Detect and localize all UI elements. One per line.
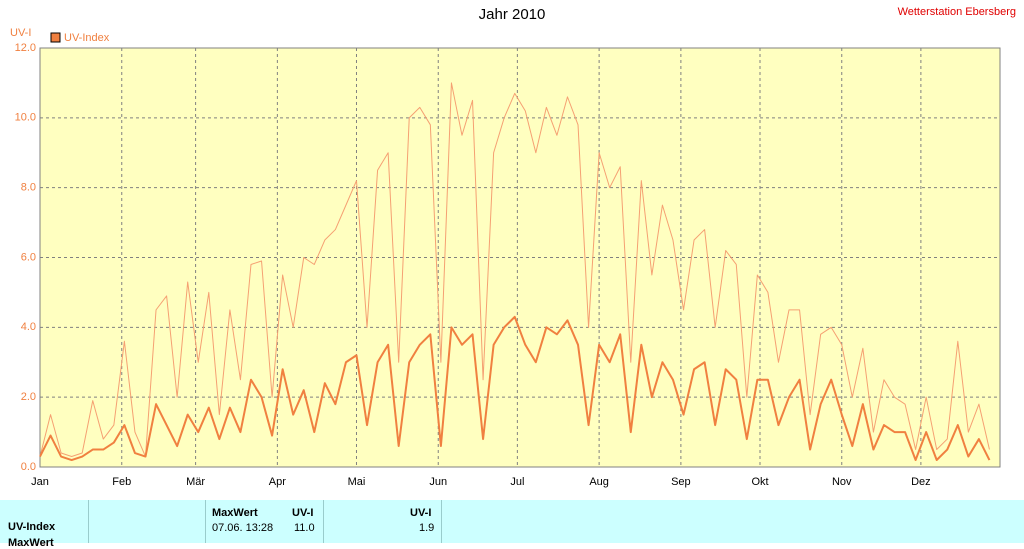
y-tick-label: 2.0	[21, 391, 36, 403]
x-tick-label: Apr	[269, 476, 286, 488]
cell: 11.0	[294, 522, 315, 534]
series-line	[39, 82, 990, 458]
y-tick-label: 6.0	[21, 251, 36, 263]
x-tick-label: Jun	[429, 476, 447, 488]
row-label: MaxWert	[8, 537, 54, 549]
y-tick-label: 8.0	[21, 182, 36, 194]
station: Wetterstation Ebersberg	[898, 6, 1016, 18]
legend-swatch	[50, 32, 61, 43]
x-tick-label: Sep	[671, 476, 691, 488]
x-tick-label: Jul	[510, 476, 524, 488]
y-tick-label: 0.0	[21, 461, 36, 473]
chart-title: Jahr 2010	[479, 6, 546, 23]
x-tick-label: Jan	[31, 476, 49, 488]
x-tick-label: Feb	[112, 476, 131, 488]
header: UV-I	[410, 507, 432, 519]
y-tick-label: 4.0	[21, 321, 36, 333]
series-line	[39, 315, 991, 462]
header: UV-I	[292, 507, 314, 519]
header: MaxWert	[212, 507, 258, 519]
x-tick-label: Okt	[751, 476, 768, 488]
footer-table: UV-Index MaxWert MaxWert UV-I 07.06. 13:…	[0, 500, 1024, 549]
legend-label: UV-Index	[64, 32, 110, 44]
separator	[88, 500, 89, 543]
separator	[323, 500, 324, 543]
y-tick-label: 12.0	[15, 42, 36, 54]
separator	[205, 500, 206, 543]
y-tick-label: 10.0	[15, 112, 36, 124]
chart: Jahr 2010 Wetterstation Ebersberg UV-I U…	[10, 6, 1016, 488]
row-label: UV-Index	[8, 521, 56, 533]
x-tick-label: Nov	[832, 476, 852, 488]
cell: 1.9	[419, 522, 435, 534]
separator	[441, 500, 442, 543]
cell: 07.06. 13:28	[212, 522, 274, 534]
x-tick-label: Mär	[186, 476, 205, 488]
x-tick-label: Dez	[911, 476, 931, 488]
x-tick-label: Aug	[589, 476, 609, 488]
y-axis-label: UV-I	[10, 27, 31, 39]
x-tick-label: Mai	[348, 476, 366, 488]
